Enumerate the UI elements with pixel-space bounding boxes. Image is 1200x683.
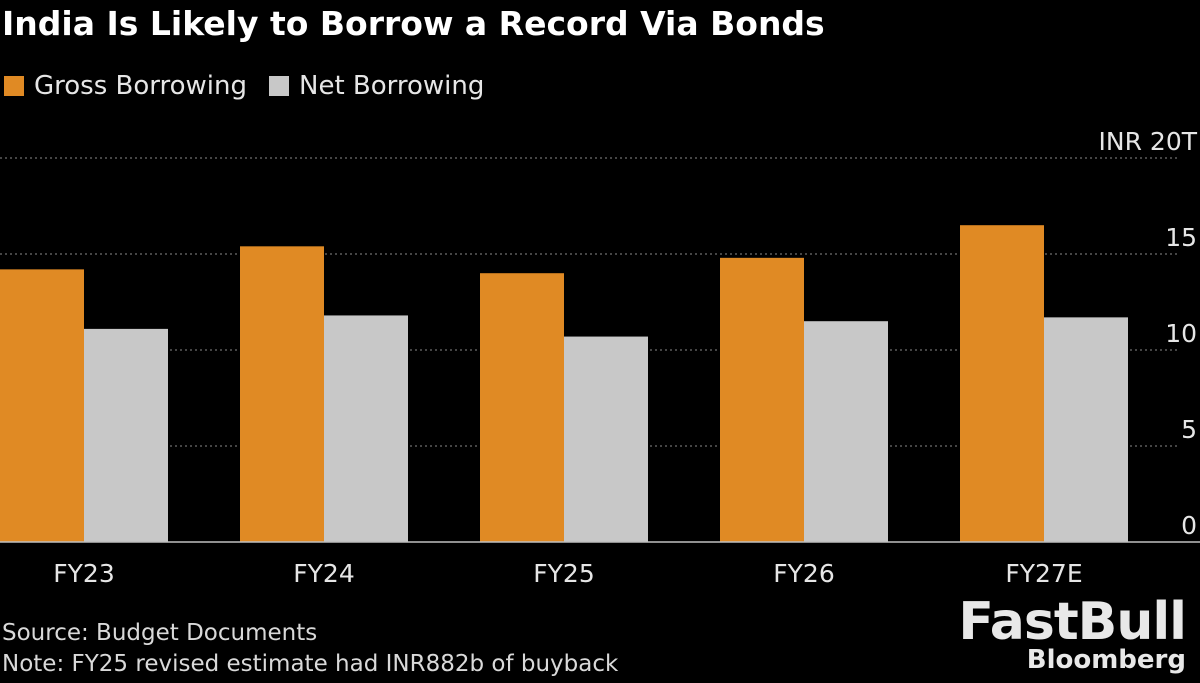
legend-label-net: Net Borrowing [299,71,485,101]
bar-net-borrowing-fy26 [804,321,888,542]
bar-net-borrowing-fy23 [84,328,168,542]
chart-title: India Is Likely to Borrow a Record Via B… [2,4,825,43]
source-note: Source: Budget Documents [2,620,318,646]
bar-gross-borrowing-fy27e [960,225,1044,542]
legend-item-net: Net Borrowing [269,71,484,101]
chart-legend: Gross Borrowing Net Borrowing [4,70,506,102]
bar-gross-borrowing-fy26 [720,257,804,542]
bar-gross-borrowing-fy25 [480,273,564,542]
legend-swatch-net [269,76,290,96]
y-tick-label: INR 20T [1099,127,1198,156]
bar-net-borrowing-fy27e [1044,317,1128,542]
x-tick-label: FY25 [533,559,594,588]
bar-net-borrowing-fy24 [324,315,408,542]
footnote: Note: FY25 revised estimate had INR882b … [2,651,619,677]
x-tick-label: FY24 [293,559,354,588]
bar-gross-borrowing-fy23 [0,269,84,542]
watermark-logo: FastBull Bloomberg [958,592,1187,675]
y-tick-label: 0 [1181,511,1197,540]
y-tick-label: 10 [1165,319,1197,348]
y-tick-label: 5 [1181,415,1197,444]
legend-item-gross: Gross Borrowing [4,71,247,101]
x-tick-label: FY27E [1005,559,1082,588]
bar-net-borrowing-fy25 [564,336,648,542]
legend-swatch-gross [4,76,24,96]
x-tick-label: FY26 [773,559,834,588]
y-tick-label: 15 [1165,223,1197,252]
watermark-brand: FastBull [958,592,1187,652]
watermark-sub: Bloomberg [1026,645,1186,675]
legend-label-gross: Gross Borrowing [34,71,248,101]
bar-gross-borrowing-fy24 [240,246,324,542]
x-tick-label: FY23 [53,559,114,588]
